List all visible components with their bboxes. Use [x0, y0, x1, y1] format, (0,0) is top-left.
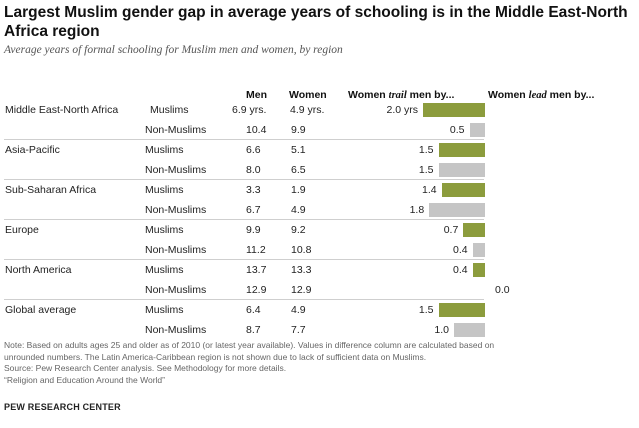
men-years-value: 6.9 yrs.	[232, 104, 267, 116]
women-years-value: 4.9	[291, 304, 306, 316]
muslims-gap-bar	[463, 223, 485, 237]
religious-group-label: Muslims	[145, 144, 184, 156]
lead-emphasis: lead	[528, 90, 547, 101]
men-years-value: 6.7	[246, 204, 261, 216]
men-years-value: 3.3	[246, 184, 261, 196]
nonmuslims-gap-bar	[454, 323, 485, 337]
muslims-gap-bar	[438, 143, 485, 157]
men-years-value: 11.2	[246, 244, 266, 256]
gap-value-label: 0.7	[443, 224, 459, 236]
religious-group-label: Non-Muslims	[145, 204, 207, 216]
brand-logo-text: PEW RESEARCH CENTER	[4, 402, 121, 412]
column-header-men: Men	[246, 89, 267, 101]
muslims-gap-bar	[441, 183, 485, 197]
women-years-value: 9.2	[291, 224, 306, 236]
region-label: Sub-Saharan Africa	[5, 184, 97, 196]
trail-prefix: Women	[348, 89, 389, 101]
gap-value-label: 0.4	[453, 244, 468, 256]
source-line: Source: Pew Research Center analysis. Se…	[4, 363, 287, 373]
religious-group-label: Muslims	[145, 304, 184, 316]
lead-prefix: Women	[488, 89, 529, 101]
column-header-women-lead: Women lead men by...	[488, 89, 594, 101]
women-years-value: 5.1	[291, 144, 306, 156]
group-divider	[4, 179, 484, 180]
gap-value-label: 1.5	[418, 144, 434, 156]
men-years-value: 12.9	[246, 284, 267, 296]
region-label: Europe	[5, 224, 39, 236]
note-line: unrounded numbers. The Latin America-Car…	[4, 351, 427, 362]
group-divider	[4, 299, 484, 300]
lead-suffix: men by...	[546, 89, 595, 101]
group-divider	[4, 219, 484, 220]
women-years-value: 4.9	[291, 204, 306, 216]
note-line: Note: Based on adults ages 25 and older …	[4, 340, 495, 350]
men-years-value: 8.0	[246, 164, 261, 176]
notes-block: Note: Based on adults ages 25 and older …	[4, 340, 634, 386]
religious-group-label: Muslims	[145, 184, 184, 196]
nonmuslims-gap-bar	[429, 203, 485, 217]
men-years-value: 9.9	[246, 224, 261, 236]
religious-group-label: Muslims	[150, 104, 189, 116]
gap-value-label: 1.4	[422, 184, 437, 196]
region-label: Asia-Pacific	[5, 144, 60, 156]
women-years-value: 13.3	[291, 264, 312, 276]
muslims-gap-bar	[423, 103, 485, 117]
region-label: Middle East-North Africa	[5, 104, 119, 116]
women-years-value: 9.9	[291, 124, 306, 136]
gap-value-label: 1.5	[418, 304, 434, 316]
nonmuslims-gap-bar	[438, 163, 485, 177]
gap-value-label: 0.4	[453, 264, 468, 276]
women-years-value: 4.9 yrs.	[290, 104, 325, 116]
gap-value-label: 1.8	[409, 204, 425, 216]
region-label: Global average	[5, 304, 77, 316]
group-divider	[4, 139, 484, 140]
gap-value-label: 1.0	[434, 324, 449, 336]
women-years-value: 7.7	[291, 324, 306, 336]
religious-group-label: Non-Muslims	[145, 124, 207, 136]
gap-value-label: 1.5	[418, 164, 434, 176]
women-years-value: 10.8	[291, 244, 312, 256]
men-years-value: 13.7	[246, 264, 267, 276]
gap-value-label: 0.0	[495, 284, 510, 296]
trail-emphasis: trail	[388, 90, 407, 101]
religious-group-label: Non-Muslims	[145, 164, 207, 176]
report-title-line: “Religion and Education Around the World…	[4, 374, 165, 385]
nonmuslims-gap-bar	[469, 123, 485, 137]
gap-value-label: 2.0 yrs	[386, 104, 418, 116]
muslims-gap-bar	[472, 263, 485, 277]
muslims-gap-bar	[438, 303, 485, 317]
women-years-value: 6.5	[291, 164, 306, 176]
group-divider	[4, 259, 484, 260]
trail-suffix: men by...	[406, 89, 455, 101]
women-years-value: 12.9	[291, 284, 312, 296]
religious-group-label: Non-Muslims	[145, 284, 207, 296]
religious-group-label: Muslims	[145, 264, 184, 276]
religious-group-label: Non-Muslims	[145, 244, 207, 256]
religious-group-label: Non-Muslims	[145, 324, 207, 336]
column-header-women: Women	[289, 89, 327, 101]
men-years-value: 6.4	[246, 304, 261, 316]
gap-value-label: 0.5	[449, 124, 465, 136]
men-years-value: 6.6	[246, 144, 261, 156]
women-years-value: 1.9	[291, 184, 306, 196]
region-label: North America	[5, 264, 72, 276]
men-years-value: 8.7	[246, 324, 261, 336]
men-years-value: 10.4	[246, 124, 267, 136]
nonmuslims-gap-bar	[472, 243, 485, 257]
chart-subtitle: Average years of formal schooling for Mu…	[4, 44, 343, 56]
religious-group-label: Muslims	[145, 224, 184, 236]
chart-title: Largest Muslim gender gap in average yea…	[4, 4, 628, 40]
column-header-women-trail: Women trail men by...	[348, 89, 454, 101]
